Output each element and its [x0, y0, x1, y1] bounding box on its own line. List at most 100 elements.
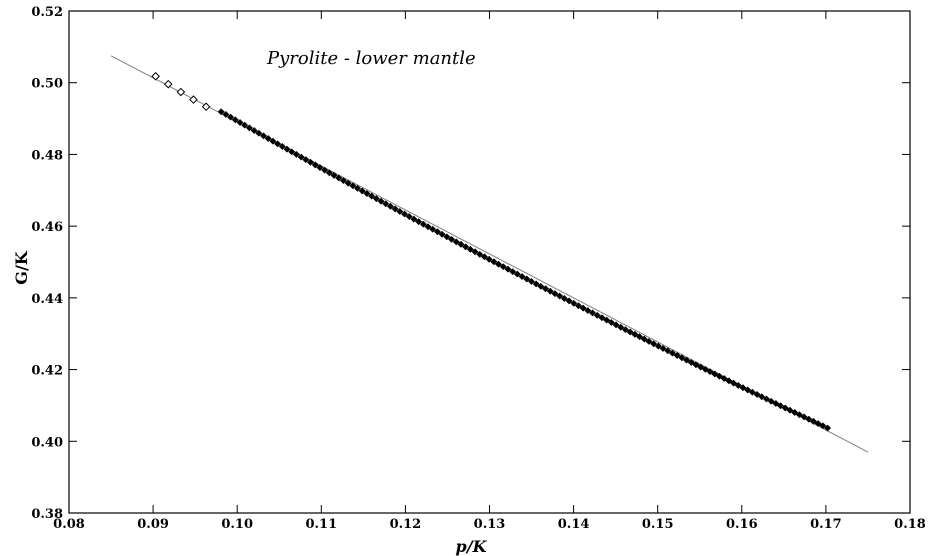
data-point-filled	[668, 349, 677, 357]
data-point-filled	[715, 372, 724, 380]
data-point-filled	[353, 184, 362, 192]
data-point-filled	[636, 333, 644, 341]
data-point-filled	[433, 228, 441, 236]
data-point-filled	[391, 205, 399, 213]
data-point-filled	[250, 126, 258, 135]
data-point-filled	[452, 238, 460, 246]
data-point-filled	[513, 270, 521, 278]
data-point-filled	[443, 233, 451, 241]
data-point-filled	[537, 282, 545, 290]
data-point-filled	[410, 215, 418, 223]
data-point-filled	[565, 297, 573, 305]
y-tick-label: 0.46	[31, 220, 63, 235]
data-point-filled	[546, 287, 554, 295]
data-point-filled	[288, 148, 296, 156]
y-tick-label: 0.48	[31, 148, 63, 163]
data-point-filled	[438, 230, 446, 238]
x-tick-label: 0.11	[305, 517, 337, 532]
data-point-filled	[274, 140, 282, 148]
data-point-filled	[259, 132, 268, 140]
data-point-filled	[447, 235, 456, 243]
data-point-filled	[758, 393, 766, 401]
data-point-filled	[650, 340, 658, 348]
data-point-open	[151, 71, 160, 81]
data-point-filled	[466, 245, 474, 253]
y-tick-label: 0.42	[31, 364, 63, 379]
data-point-filled	[786, 406, 794, 414]
x-tick-labels: 0.08 0.09 0.10 0.11 0.12 0.13 0.14 0.15 0.16 0.17…	[53, 517, 926, 532]
data-point-filled	[603, 316, 611, 324]
data-point-filled	[231, 116, 239, 124]
data-point-filled	[701, 365, 709, 373]
data-point-filled	[730, 379, 738, 387]
data-point-filled	[824, 424, 832, 432]
data-point-filled	[584, 306, 592, 315]
data-point-filled	[621, 326, 630, 334]
data-point-filled	[264, 134, 272, 143]
data-point-filled	[368, 192, 376, 200]
data-point-filled	[415, 218, 423, 226]
data-point-filled	[706, 368, 714, 376]
points-layer	[151, 71, 832, 432]
data-point-filled	[809, 417, 818, 425]
data-point-filled	[349, 182, 357, 190]
data-point-filled	[570, 299, 578, 307]
data-point-filled	[485, 255, 493, 263]
data-point-filled	[292, 150, 300, 158]
data-point-filled	[748, 388, 756, 396]
data-point-filled	[753, 390, 761, 399]
data-point-filled	[471, 248, 479, 256]
data-point-filled	[631, 330, 639, 338]
data-point-filled	[255, 129, 263, 137]
data-point-filled	[382, 200, 390, 208]
data-point-filled	[805, 415, 813, 423]
ticks-layer	[68, 10, 911, 514]
data-point-filled	[617, 323, 625, 331]
y-tick-label: 0.52	[31, 5, 63, 20]
data-point-filled	[325, 169, 333, 177]
data-point-filled	[556, 292, 564, 300]
data-point-filled	[462, 243, 470, 251]
data-point-filled	[598, 314, 606, 322]
x-tick-label: 0.18	[894, 517, 926, 532]
x-tick-label: 0.16	[726, 517, 758, 532]
chart-annotation: Pyrolite - lower mantle	[266, 48, 476, 69]
data-point-filled	[819, 422, 827, 430]
data-point-filled	[697, 363, 705, 371]
data-point-filled	[504, 265, 512, 273]
data-point-filled	[720, 374, 728, 383]
data-point-filled	[241, 121, 249, 129]
x-tick-label: 0.17	[810, 517, 842, 532]
data-point-filled	[612, 321, 620, 329]
data-point-filled	[429, 225, 437, 233]
data-point-filled	[640, 335, 648, 343]
data-point-filled	[673, 351, 681, 360]
x-tick-label: 0.12	[390, 517, 422, 532]
data-point-filled	[692, 361, 700, 369]
y-tick-label: 0.40	[31, 435, 63, 450]
x-tick-label: 0.14	[558, 517, 590, 532]
data-point-filled	[236, 118, 244, 127]
x-tick-label: 0.09	[137, 517, 169, 532]
y-tick-label: 0.44	[31, 292, 63, 307]
data-point-open	[176, 87, 186, 97]
y-tick-labels: 0.38 0.40 0.42 0.44 0.46 0.48 0.50 0.52	[31, 5, 63, 522]
data-point-filled	[405, 213, 413, 221]
data-point-filled	[278, 142, 286, 151]
data-point-filled	[302, 156, 310, 164]
x-tick-label: 0.10	[221, 517, 253, 532]
data-point-filled	[777, 402, 785, 410]
data-point-filled	[654, 342, 662, 350]
data-point-filled	[607, 318, 615, 327]
data-point-filled	[683, 356, 691, 364]
data-point-filled	[532, 280, 540, 288]
data-point-filled	[781, 404, 789, 412]
x-tick-label: 0.15	[642, 517, 674, 532]
data-point-filled	[762, 395, 771, 403]
data-point-filled	[316, 163, 324, 172]
y-tick-label: 0.50	[31, 77, 63, 92]
x-axis-title: p/K	[456, 537, 488, 556]
data-point-filled	[494, 260, 503, 268]
data-point-filled	[217, 108, 225, 116]
